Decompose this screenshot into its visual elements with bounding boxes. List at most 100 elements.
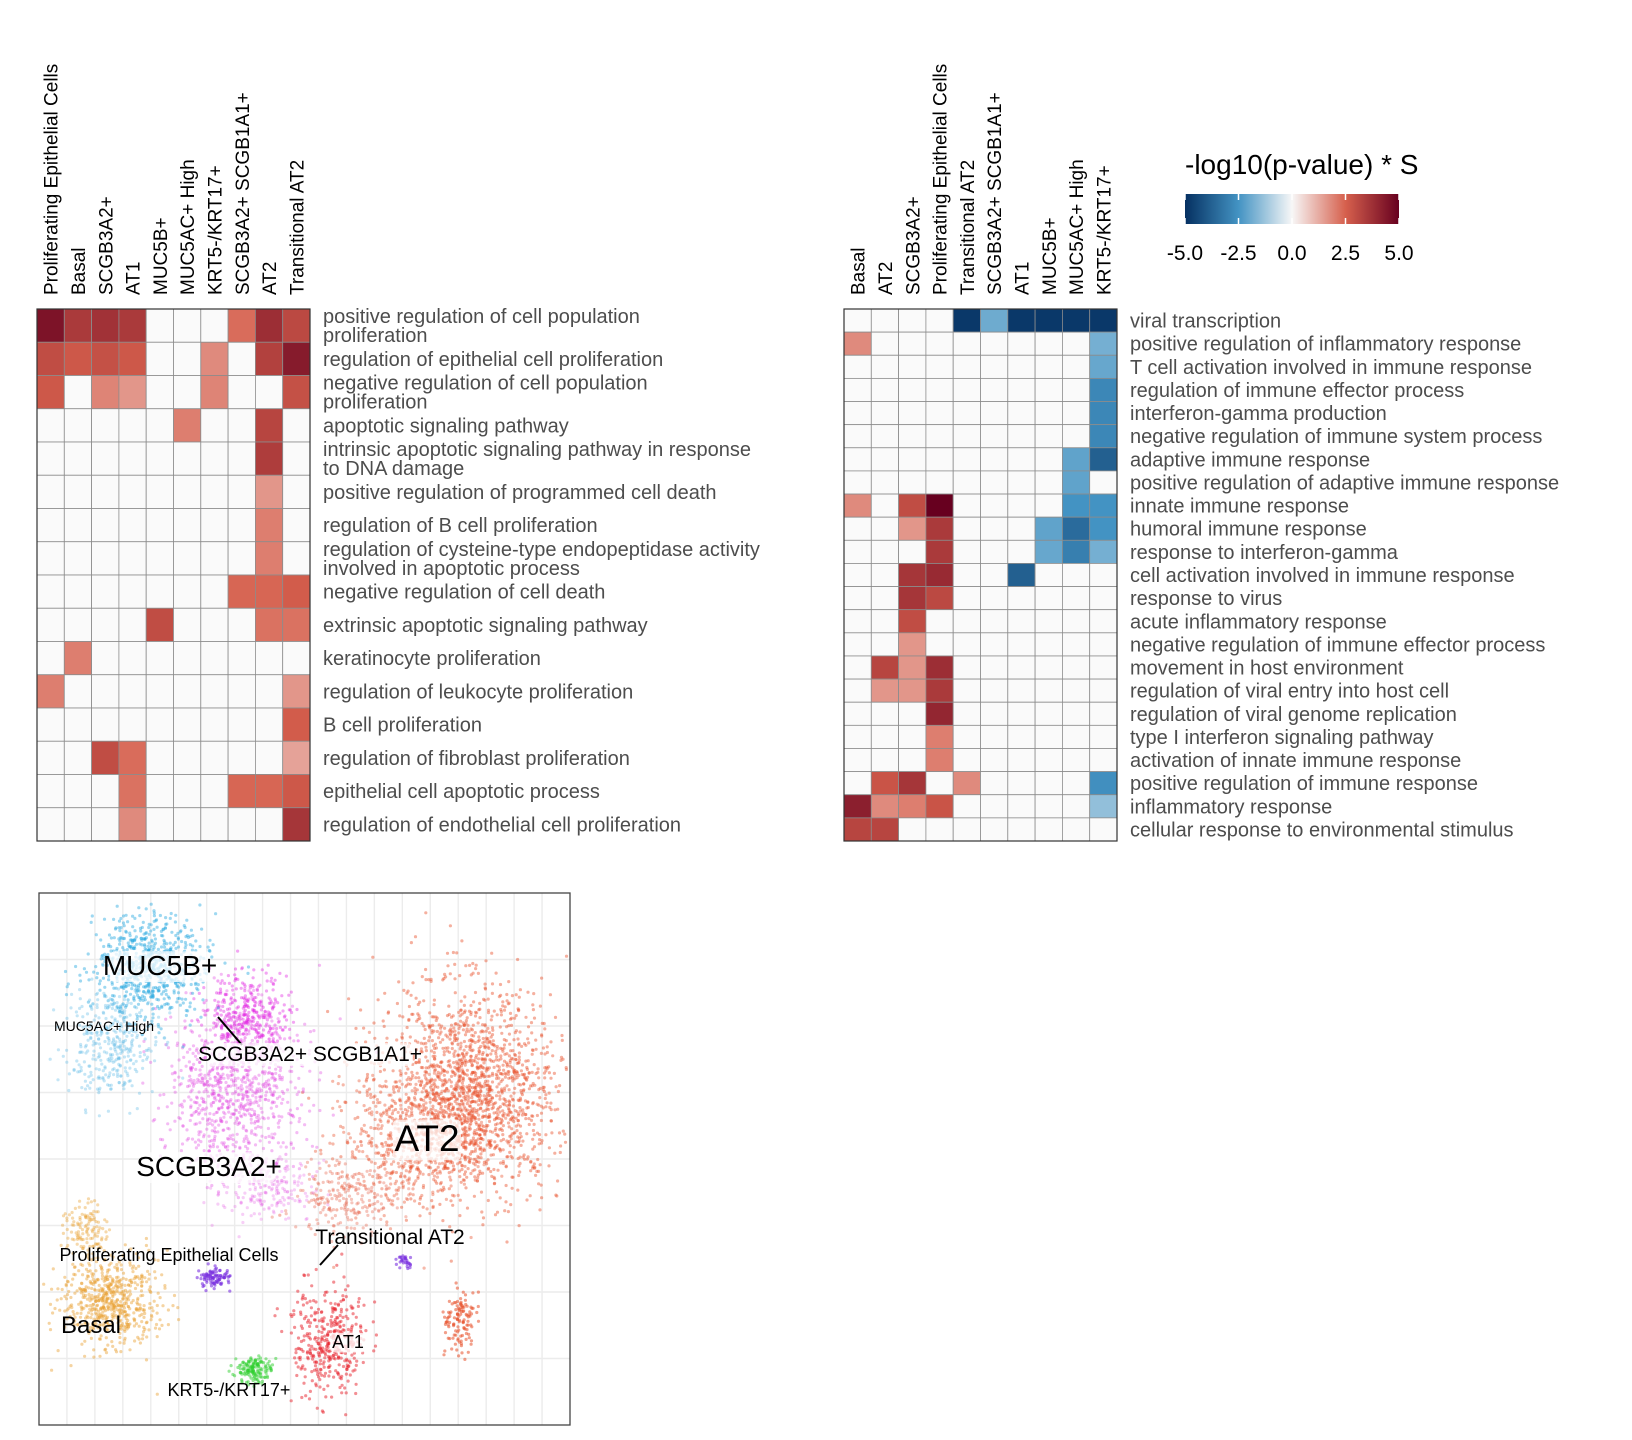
umap-point	[326, 1193, 330, 1197]
umap-point	[205, 1106, 209, 1110]
column-label: AT1	[1012, 262, 1033, 295]
umap-point	[277, 1125, 281, 1129]
umap-point	[526, 1025, 531, 1029]
heatmap-cell	[145, 807, 174, 842]
umap-point	[259, 1185, 263, 1189]
umap-point	[469, 1054, 473, 1058]
umap-point	[496, 1113, 500, 1117]
umap-point	[430, 1039, 434, 1043]
heatmap-cell	[63, 607, 93, 642]
umap-point	[473, 1040, 477, 1045]
umap-point	[300, 1181, 304, 1185]
umap-point	[485, 1107, 489, 1111]
umap-point	[511, 1057, 515, 1061]
umap-point	[416, 1175, 420, 1179]
umap-point	[506, 1002, 510, 1006]
heatmap-cell	[1089, 794, 1118, 819]
umap-point	[479, 1086, 483, 1090]
umap-point	[430, 1049, 434, 1053]
umap-point	[215, 1011, 219, 1016]
heatmap-cell	[282, 408, 311, 443]
umap-point	[441, 1167, 445, 1171]
umap-point	[418, 1195, 423, 1200]
umap-point	[335, 1208, 339, 1212]
umap-point	[285, 1190, 290, 1194]
umap-point	[473, 1014, 478, 1018]
umap-point	[341, 1364, 346, 1369]
umap-point	[384, 1173, 388, 1177]
umap-point	[479, 1152, 483, 1156]
umap-point	[344, 1413, 348, 1417]
umap-point	[289, 1142, 293, 1146]
umap-point	[345, 1308, 349, 1312]
heatmap-cell	[1062, 678, 1091, 703]
heatmap-cell	[980, 586, 1009, 611]
umap-point	[501, 1113, 505, 1117]
heatmap-cell	[282, 641, 311, 676]
umap-point	[512, 1038, 516, 1042]
umap-point	[332, 1323, 336, 1327]
umap-point	[557, 1131, 562, 1135]
umap-point	[344, 1100, 348, 1105]
umap-point	[422, 1266, 426, 1270]
umap-point	[245, 1085, 249, 1089]
heatmap-cell	[63, 341, 93, 376]
umap-point	[476, 1066, 480, 1070]
umap-point	[479, 1156, 483, 1160]
umap-point	[337, 1355, 341, 1359]
umap-point	[540, 1033, 544, 1037]
umap-point	[447, 1004, 451, 1008]
heatmap-cell	[36, 807, 65, 842]
umap-point	[382, 1214, 386, 1218]
umap-point	[458, 1175, 462, 1179]
umap-point	[486, 1087, 490, 1091]
umap-point	[481, 1041, 485, 1045]
umap-point	[229, 1098, 233, 1102]
umap-point	[211, 1145, 215, 1149]
umap-point	[495, 1064, 499, 1068]
row-label: positive regulation of cell population	[323, 306, 640, 328]
umap-point	[371, 1320, 375, 1324]
umap-point	[291, 1164, 295, 1169]
umap-point	[481, 1223, 485, 1227]
umap-point	[467, 1009, 471, 1013]
umap-point	[465, 1328, 469, 1332]
umap-point	[500, 1128, 504, 1133]
umap-point	[242, 1112, 246, 1116]
umap-point	[514, 1014, 518, 1018]
umap-point	[438, 1102, 442, 1106]
umap-point	[479, 1073, 484, 1077]
heatmap-cell	[1062, 354, 1091, 379]
umap-point	[298, 1161, 302, 1166]
umap-point	[479, 1075, 483, 1079]
heatmap-cell	[870, 586, 899, 611]
heatmap-cell	[898, 331, 927, 356]
umap-point	[308, 1321, 313, 1325]
umap-point	[256, 992, 260, 997]
umap-point	[179, 1082, 183, 1086]
umap-point	[323, 1201, 327, 1205]
umap-point	[266, 1126, 270, 1131]
umap-point	[506, 1121, 511, 1125]
umap-point	[433, 1083, 437, 1087]
umap-point	[378, 1100, 382, 1105]
umap-point	[456, 1330, 460, 1334]
umap-point	[442, 1099, 446, 1103]
umap-point	[431, 1087, 436, 1091]
umap-point	[208, 1121, 212, 1125]
umap-point	[429, 979, 433, 984]
heatmap-cell	[980, 678, 1009, 703]
umap-point	[188, 1118, 192, 1123]
umap-point	[257, 1026, 261, 1030]
umap-point	[522, 1042, 527, 1046]
umap-point	[208, 1028, 212, 1032]
umap-point	[457, 1058, 461, 1062]
umap-point	[245, 1032, 249, 1036]
heatmap-cell	[145, 308, 174, 343]
umap-point	[443, 1100, 447, 1104]
umap-point	[337, 1176, 341, 1181]
umap-point	[297, 1090, 301, 1094]
umap-point	[219, 1025, 223, 1029]
heatmap-cell	[843, 493, 872, 518]
umap-point	[373, 1094, 377, 1098]
